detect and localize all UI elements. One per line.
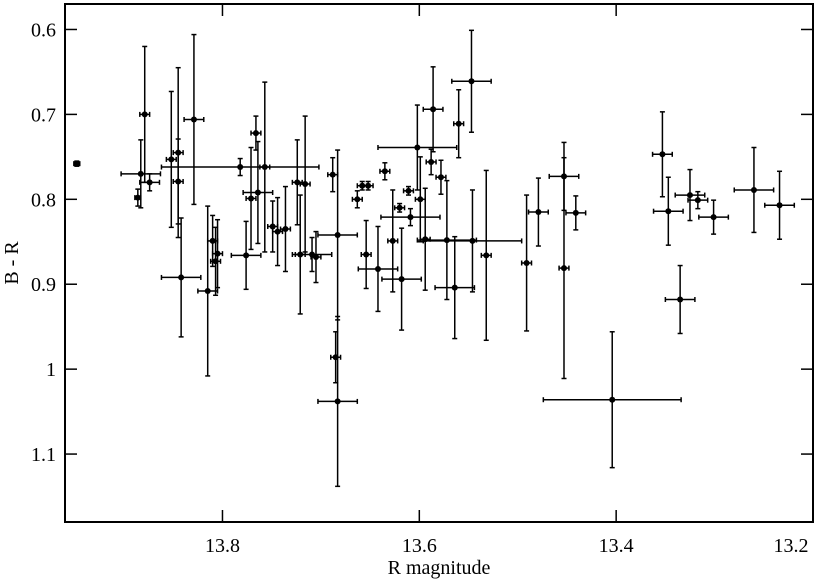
point <box>269 223 276 230</box>
y-axis-label: B - R <box>1 241 23 285</box>
point <box>312 254 319 261</box>
point <box>175 178 182 185</box>
x-axis-label: R magnitude <box>388 557 491 579</box>
point <box>73 160 80 167</box>
point <box>178 274 185 281</box>
point <box>483 252 490 259</box>
point <box>428 158 435 165</box>
y-tick-label: 0.9 <box>31 274 56 296</box>
point <box>677 296 684 303</box>
point <box>204 288 211 295</box>
point <box>443 237 450 244</box>
point <box>252 130 259 137</box>
point <box>417 196 424 203</box>
point <box>243 252 250 259</box>
point <box>710 214 717 221</box>
y-tick-label: 0.8 <box>31 189 56 211</box>
point <box>389 237 396 244</box>
point <box>354 196 361 203</box>
point <box>572 209 579 216</box>
point <box>214 250 221 257</box>
point <box>468 78 475 85</box>
point <box>137 170 144 177</box>
point <box>334 398 341 405</box>
point <box>261 164 268 171</box>
point <box>405 187 412 194</box>
point <box>659 151 666 158</box>
point <box>407 214 414 221</box>
point <box>523 260 530 266</box>
point <box>560 265 567 272</box>
x-tick-label: 13.6 <box>402 535 437 557</box>
point <box>694 197 701 204</box>
point <box>254 189 261 196</box>
point <box>776 202 783 209</box>
point <box>334 231 341 238</box>
point <box>469 237 476 244</box>
point <box>396 204 403 211</box>
x-tick-label: 13.8 <box>205 535 240 557</box>
point <box>363 251 370 258</box>
y-tick-label: 0.6 <box>31 19 56 41</box>
point <box>414 144 421 151</box>
point <box>248 195 255 202</box>
point <box>374 265 381 272</box>
point <box>686 192 693 199</box>
point <box>302 181 309 188</box>
point <box>329 171 336 178</box>
plot-frame <box>64 3 814 523</box>
point <box>282 226 289 233</box>
point <box>437 174 444 181</box>
point <box>274 228 281 235</box>
y-tick-label: 1.1 <box>31 444 56 466</box>
point <box>398 276 405 283</box>
x-tick-label: 13.2 <box>774 535 809 557</box>
point <box>141 111 148 118</box>
point <box>430 106 437 113</box>
point <box>381 168 388 175</box>
point <box>146 179 153 186</box>
point <box>190 116 197 123</box>
point <box>665 208 672 215</box>
point <box>451 284 458 291</box>
point <box>535 209 542 216</box>
point <box>609 396 616 403</box>
x-tick-label: 13.4 <box>599 535 634 557</box>
point <box>237 164 244 171</box>
point <box>455 120 462 127</box>
point <box>209 237 216 244</box>
point <box>294 179 301 186</box>
point <box>750 186 757 193</box>
point <box>365 182 372 189</box>
y-tick-label: 1 <box>46 359 56 381</box>
point <box>134 194 141 201</box>
y-tick-label: 0.7 <box>31 104 56 126</box>
point <box>168 156 175 163</box>
